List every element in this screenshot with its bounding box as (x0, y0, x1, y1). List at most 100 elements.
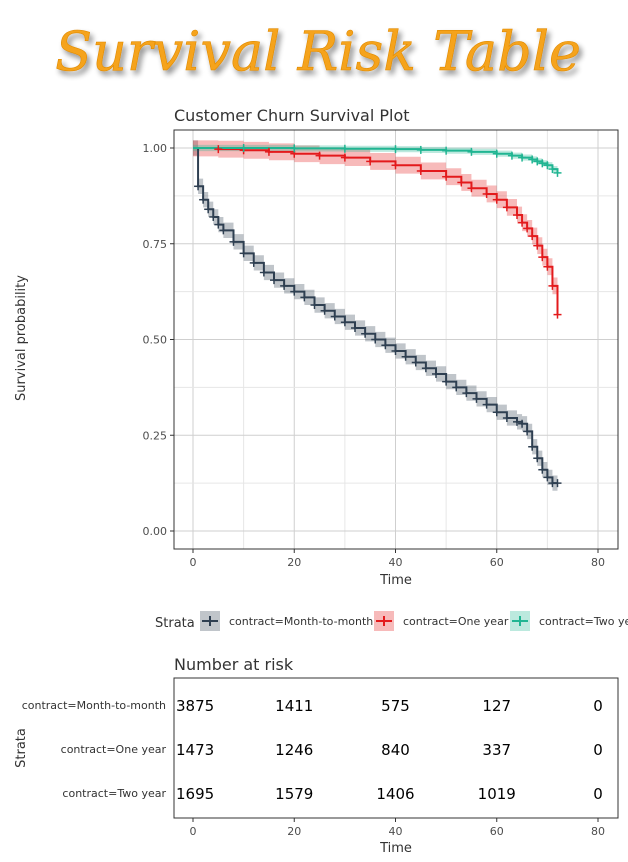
censor-mark-0-18 (340, 318, 349, 327)
risk-x-tick-label-1: 20 (287, 825, 301, 838)
risk-cell-2-4: 0 (593, 785, 603, 803)
censor-mark-0-43 (553, 479, 562, 488)
legend: Strata contract=Month-to-month contract=O… (155, 611, 628, 631)
censor-mark-2-4 (391, 145, 400, 154)
censor-mark-1-16 (513, 211, 521, 220)
censor-mark-2-14 (543, 161, 552, 170)
risk-cell-2-0: 1695 (176, 785, 214, 803)
risk-x-tick-label-0: 0 (190, 825, 197, 838)
censor-mark-2-3 (340, 144, 349, 153)
censor-mark-2-12 (533, 157, 542, 166)
censor-mark-0-35 (513, 417, 521, 426)
x-tick-label-2: 40 (389, 556, 403, 569)
censor-mark-0-15 (310, 301, 319, 310)
risk-cell-2-1: 1579 (275, 785, 313, 803)
censor-mark-2-1 (239, 144, 248, 152)
censor-mark-0-41 (543, 473, 552, 482)
censor-mark-0-21 (371, 335, 380, 344)
censor-mark-1-19 (528, 232, 537, 241)
confidence-bands (193, 140, 558, 491)
x-axis-label: Time (379, 573, 412, 588)
censor-mark-0-36 (518, 419, 527, 428)
censor-mark-0-40 (538, 465, 547, 474)
censor-mark-0-26 (421, 364, 430, 373)
censor-mark-0-13 (290, 287, 299, 296)
legend-label-1: contract=One year (403, 615, 509, 628)
censor-mark-0-27 (432, 369, 440, 378)
risk-table-panel (173, 677, 619, 819)
risk-x-tick-label-3: 60 (490, 825, 504, 838)
censor-mark-2-16 (553, 168, 562, 177)
risk-cell-0-1: 1411 (275, 697, 313, 715)
risk-cell-1-3: 337 (482, 741, 511, 759)
censor-marks (194, 144, 562, 488)
legend-label-0: contract=Month-to-month (229, 615, 373, 628)
censor-mark-1-5 (315, 151, 324, 160)
censor-mark-2-11 (528, 155, 537, 164)
risk-cell-0-2: 575 (381, 697, 410, 715)
censor-mark-1-9 (416, 166, 425, 175)
x-tick-label-0: 0 (190, 556, 197, 569)
censor-mark-1-11 (457, 178, 466, 187)
censor-mark-2-8 (492, 149, 501, 158)
censor-mark-2-9 (507, 151, 516, 160)
risk-cell-2-3: 1019 (478, 785, 516, 803)
risk-row-label-2: contract=Two year (62, 787, 166, 800)
censor-mark-1-8 (391, 161, 400, 170)
censor-mark-0-11 (270, 276, 278, 285)
censor-mark-0-23 (391, 346, 400, 355)
censor-mark-2-7 (467, 147, 476, 156)
censor-mark-1-18 (523, 224, 532, 233)
risk-table-x-ticks: 0 20 40 60 80 (190, 818, 605, 838)
y-tick-label-1: 0.25 (143, 429, 168, 442)
censor-mark-0-17 (330, 312, 339, 321)
censor-mark-2-15 (548, 165, 557, 174)
risk-row-label-1: contract=One year (61, 743, 167, 756)
x-axis-ticks: 0 20 40 60 80 (190, 549, 605, 569)
censor-mark-0-29 (452, 383, 461, 392)
censor-mark-0-24 (401, 352, 410, 361)
censor-mark-1-15 (502, 203, 511, 212)
legend-items: contract=Month-to-month contract=One year… (200, 611, 628, 631)
censor-mark-1-24 (553, 310, 562, 319)
censor-mark-1-13 (482, 189, 491, 198)
censor-mark-2-13 (538, 159, 547, 168)
y-tick-label-2: 0.50 (143, 334, 168, 347)
censor-mark-1-6 (340, 153, 349, 162)
risk-cell-1-2: 840 (381, 741, 410, 759)
y-axis-label: Survival probability (14, 275, 29, 401)
censor-mark-0-10 (259, 268, 268, 277)
censor-mark-0-16 (320, 306, 329, 315)
censor-mark-0-38 (528, 442, 537, 451)
censor-mark-1-1 (214, 145, 223, 154)
survival-curve-2 (193, 147, 559, 173)
banner-title: Survival Risk Table (55, 20, 581, 83)
censor-mark-0-1 (194, 182, 203, 191)
y-tick-label-4: 1.00 (143, 142, 168, 155)
risk-cell-0-0: 3875 (176, 697, 214, 715)
censor-mark-0-19 (351, 324, 359, 333)
risk-table-rows: contract=Month-to-month 3875 1411 575 127 0 co… (22, 697, 603, 803)
censor-mark-0-12 (280, 281, 289, 290)
censor-mark-1-21 (538, 253, 547, 262)
risk-table-title: Number at risk (174, 655, 294, 674)
censor-mark-0-32 (482, 400, 491, 409)
censor-mark-0-39 (533, 454, 542, 463)
risk-cell-1-0: 1473 (176, 741, 214, 759)
risk-cell-2-2: 1406 (376, 785, 414, 803)
x-tick-label-3: 60 (490, 556, 504, 569)
censor-mark-0-25 (411, 358, 420, 367)
risk-row-label-0: contract=Month-to-month (22, 699, 166, 712)
censor-mark-0-31 (472, 394, 481, 403)
risk-table-x-label: Time (379, 841, 412, 856)
censor-mark-0-4 (209, 212, 218, 221)
risk-cell-1-4: 0 (593, 741, 603, 759)
censor-mark-0-34 (502, 414, 511, 423)
censor-mark-2-5 (416, 145, 425, 154)
y-tick-label-0: 0.00 (143, 525, 168, 538)
plot-title: Customer Churn Survival Plot (174, 106, 410, 125)
y-tick-label-3: 0.75 (143, 238, 168, 251)
censor-mark-0-20 (361, 329, 370, 338)
x-tick-label-4: 80 (591, 556, 605, 569)
